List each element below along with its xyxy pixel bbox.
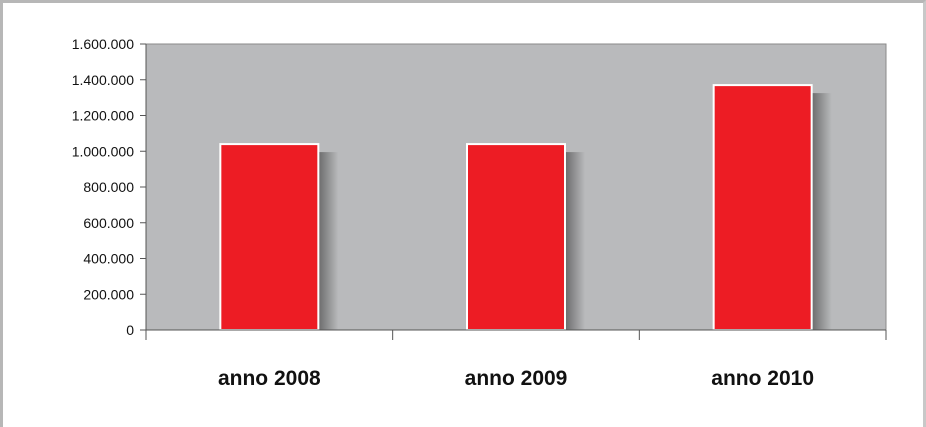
y-tick-label: 200.000 xyxy=(83,286,134,302)
y-tick-label: 600.000 xyxy=(83,215,134,231)
bar-anno-2008 xyxy=(219,143,320,331)
y-tick-label: 1.400.000 xyxy=(72,72,134,88)
bars xyxy=(219,84,813,331)
x-tick-label: anno 2009 xyxy=(465,367,568,390)
x-tick-label: anno 2010 xyxy=(711,367,814,390)
axes xyxy=(140,43,887,340)
x-tick-label: anno 2008 xyxy=(218,367,321,390)
y-tick-labels: 0 200.000 400.000 600.000 800.000 1.000.000 1.… xyxy=(72,36,135,338)
y-tick-label: 400.000 xyxy=(83,251,134,267)
bar-anno-2010 xyxy=(712,84,813,331)
y-tick-label: 1.200.000 xyxy=(72,108,134,124)
y-tick-label: 1.000.000 xyxy=(72,143,134,159)
y-tick-label: 800.000 xyxy=(83,179,134,195)
y-tick-label: 1.600.000 xyxy=(72,36,134,52)
x-tick-labels: anno 2008 anno 2009 anno 2010 xyxy=(218,367,814,390)
bar-anno-2009 xyxy=(466,143,566,331)
y-tick-label: 0 xyxy=(126,322,134,338)
